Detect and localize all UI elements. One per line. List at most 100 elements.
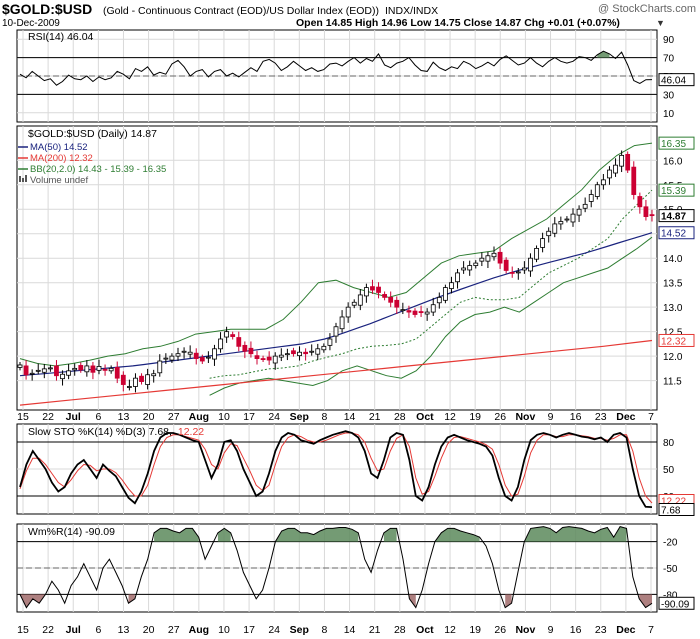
x-axis-label: 16 xyxy=(570,411,582,423)
x-axis-label: 28 xyxy=(394,411,406,423)
chart-symbol: $GOLD:$USD xyxy=(2,1,92,17)
price-tag-text: 16.35 xyxy=(661,139,686,150)
x-axis-label: 19 xyxy=(469,411,481,423)
x-axis-label: 20 xyxy=(143,624,155,636)
williams-ytick: -80 xyxy=(663,590,678,601)
x-axis-label: 7 xyxy=(648,411,654,423)
candle-body xyxy=(230,334,236,337)
candle-body xyxy=(345,306,351,318)
stoch-ytick: 80 xyxy=(663,438,675,449)
candle-body xyxy=(534,248,539,260)
candle-body xyxy=(260,358,266,360)
candle-body xyxy=(315,348,321,355)
candle-body xyxy=(485,255,491,262)
candle-body xyxy=(509,272,515,274)
x-axis-label: 26 xyxy=(494,624,506,636)
candle-body xyxy=(528,257,533,272)
candle-body xyxy=(588,194,594,202)
candle-body xyxy=(242,344,248,352)
candle-body xyxy=(126,386,132,388)
candle-body xyxy=(370,286,375,291)
candle-body xyxy=(278,354,284,358)
x-axis-label: Oct xyxy=(416,624,434,636)
candle-body xyxy=(400,309,406,312)
bb-upper-line xyxy=(19,142,653,367)
rsi-line xyxy=(19,50,653,86)
williams-oversold-shade xyxy=(639,594,652,608)
price-ytick: 16.0 xyxy=(663,156,683,167)
rsi-panel: 907050301046.04 xyxy=(16,29,695,123)
x-axis-label: Dec xyxy=(616,624,635,636)
x-axis-label: 8 xyxy=(322,411,328,423)
candle-body xyxy=(84,365,90,373)
williams-overbought-shade xyxy=(383,528,397,542)
x-axis-label: 10 xyxy=(218,411,230,423)
candle-body xyxy=(297,351,302,357)
candle-body xyxy=(631,166,637,195)
candle-body xyxy=(576,208,582,216)
candle-body xyxy=(205,356,211,359)
candle-body xyxy=(613,164,618,174)
x-axis-label: 17 xyxy=(243,411,255,423)
x-axis-label: Jul xyxy=(66,411,81,423)
bb-lower-line xyxy=(209,236,653,396)
stoch-title: Slow STO %K(14) %D(3) 7.68, 12.22 xyxy=(28,426,204,438)
candle-body xyxy=(497,251,503,264)
candle-body xyxy=(54,365,59,377)
williams-title: Wm%R(14) -90.09 xyxy=(28,526,115,538)
legend-ma200-text: MA(200) 12.32 xyxy=(30,153,93,164)
price-ytick: 13.5 xyxy=(663,279,683,290)
price-tag-box xyxy=(658,136,695,150)
x-axis-labels-main: 15 22 Jul 6 13 20 27 Aug 10 17 24 Sep 8 14 21 28 Oct 12 19… xyxy=(17,411,654,423)
candle-body xyxy=(540,238,546,248)
candle-body xyxy=(60,373,65,380)
legend-volume-text: Volume undef xyxy=(30,175,88,186)
x-axis-label: 23 xyxy=(595,411,607,423)
candle-body xyxy=(418,311,424,313)
candle-body xyxy=(133,377,138,387)
stoch-d-tag-text: 12.22 xyxy=(661,497,686,508)
candle-body xyxy=(157,360,163,374)
x-axis-label: Sep xyxy=(290,624,309,636)
x-axis-label: 6 xyxy=(95,411,101,423)
candle-body xyxy=(461,267,467,271)
x-axis-label: 13 xyxy=(118,411,130,423)
price-tag-text: 14.87 xyxy=(661,212,686,223)
candle-body xyxy=(564,218,570,221)
rsi-title: RSI(14) 46.04 xyxy=(28,31,94,43)
candle-body xyxy=(187,351,193,355)
candle-body xyxy=(120,374,126,385)
price-tag-text: 12.32 xyxy=(661,336,686,347)
price-tag-box xyxy=(658,209,695,223)
candle-body xyxy=(199,357,205,362)
price-legend: MA(50) 14.52 MA(200) 12.32 BB(20,2.0) 14… xyxy=(18,142,166,186)
candle-body xyxy=(284,353,290,356)
candle-body xyxy=(503,259,509,271)
candle-body xyxy=(467,265,473,271)
x-axis-label: Nov xyxy=(515,624,535,636)
candle-body xyxy=(442,287,448,301)
price-ytick: 11.5 xyxy=(663,377,682,388)
ohlc-marker: ▼ xyxy=(656,18,665,28)
x-axis-labels-bottom: 15 22 Jul 6 13 20 27 Aug 10 17 24 Sep 8 14 21 28 Oct 12 19… xyxy=(17,624,654,636)
candle-body xyxy=(17,364,23,368)
candle-body xyxy=(169,355,175,361)
williams-line xyxy=(19,526,653,609)
candle-body xyxy=(473,262,479,266)
candle-body xyxy=(309,350,315,353)
stoch-k-line xyxy=(19,430,653,508)
candle-body xyxy=(35,369,41,372)
candle-body xyxy=(382,294,388,298)
price-tag-box xyxy=(658,226,695,240)
candle-body xyxy=(114,366,120,379)
chart-date: 10-Dec-2009 xyxy=(2,18,60,29)
candle-body xyxy=(479,257,485,262)
x-axis-label: Sep xyxy=(290,411,309,423)
candle-body xyxy=(181,350,187,353)
candle-body xyxy=(376,286,381,293)
candle-body xyxy=(66,370,72,376)
williams-overbought-shade xyxy=(434,528,480,542)
x-axis-label: Dec xyxy=(616,411,635,423)
chart-exchange: INDX/INDX xyxy=(385,5,438,17)
